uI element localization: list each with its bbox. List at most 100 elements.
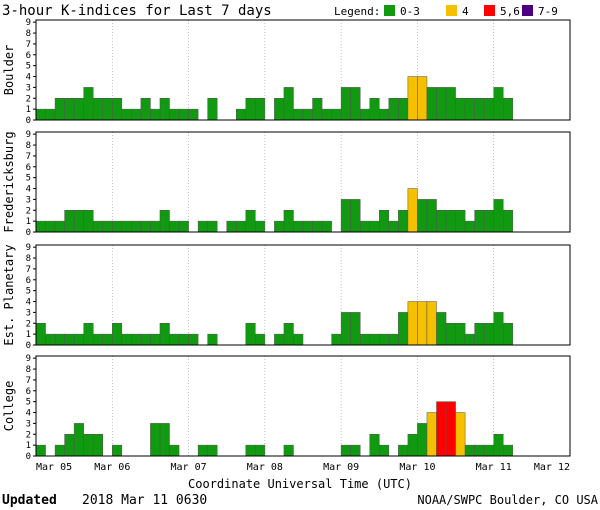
- k-index-bar: [150, 108, 161, 121]
- chart-title: 3-hour K-indices for Last 7 days: [2, 3, 272, 19]
- k-index-bar: [464, 220, 475, 233]
- y-tick-label: 1: [26, 217, 31, 227]
- x-axis: Mar 05 Mar 06 Mar 07 Mar 08 Mar 09 Mar 10 Mar …: [36, 462, 570, 473]
- k-index-bar: [388, 220, 399, 233]
- k-index-bar: [312, 220, 323, 233]
- k-index-bar: [140, 333, 151, 346]
- k-index-bar: [92, 98, 103, 121]
- k-index-bar: [150, 220, 161, 233]
- y-tick-label: 6: [26, 276, 31, 286]
- k-index-bar: [169, 220, 180, 233]
- k-index-bar: [426, 412, 437, 457]
- k-index-bar: [436, 312, 447, 346]
- y-tick-label: 3: [26, 419, 31, 429]
- k-index-bar: [283, 87, 294, 121]
- k-index-bar: [417, 301, 428, 346]
- k-index-bar: [503, 98, 514, 121]
- k-index-bar: [188, 333, 199, 346]
- k-index-bar: [236, 108, 247, 121]
- y-tick-label: 5: [26, 398, 31, 408]
- y-tick-label: 2: [26, 430, 31, 440]
- k-index-bar: [293, 220, 304, 233]
- k-index-bar: [73, 210, 84, 233]
- y-tick-label: 6: [26, 163, 31, 173]
- y-tick-label: 7: [26, 152, 31, 162]
- k-index-bar: [503, 444, 514, 457]
- k-index-bar: [464, 333, 475, 346]
- k-index-bar: [140, 98, 151, 121]
- k-index-bar: [102, 98, 113, 121]
- k-index-bar: [102, 220, 113, 233]
- k-index-bar: [64, 434, 75, 457]
- k-index-bar: [283, 323, 294, 346]
- k-index-bar: [169, 333, 180, 346]
- k-index-bar: [359, 220, 370, 233]
- k-index-bar: [445, 401, 456, 457]
- k-index-bar: [417, 423, 428, 457]
- k-index-bar: [92, 333, 103, 346]
- y-tick-label: 9: [26, 354, 31, 364]
- k-index-bar: [207, 98, 218, 121]
- y-tick-label: 4: [26, 409, 31, 419]
- k-index-bar: [45, 333, 56, 346]
- k-index-bar: [359, 333, 370, 346]
- k-index-bar: [321, 220, 332, 233]
- x-tick-label: Mar 08: [247, 462, 283, 473]
- k-index-bar: [302, 108, 313, 121]
- k-index-bar: [35, 220, 46, 233]
- y-tick-label: 4: [26, 73, 31, 83]
- k-index-bar: [426, 199, 437, 233]
- k-index-bar: [121, 333, 132, 346]
- x-tick-label: Mar 07: [171, 462, 207, 473]
- k-index-bar: [159, 98, 170, 121]
- k-index-bar: [35, 444, 46, 457]
- k-index-bar: [54, 220, 65, 233]
- k-index-bar: [45, 220, 56, 233]
- k-index-bar: [369, 98, 380, 121]
- k-index-bar: [379, 444, 390, 457]
- legend-entry: 4: [462, 5, 469, 18]
- source-credit: NOAA/SWPC Boulder, CO USA: [417, 493, 598, 507]
- y-tick-label: 9: [26, 130, 31, 140]
- k-index-bar: [417, 199, 428, 233]
- y-tick-label: 6: [26, 387, 31, 397]
- k-index-bar: [188, 108, 199, 121]
- k-index-bar: [369, 220, 380, 233]
- k-index-bar: [112, 323, 123, 346]
- k-index-bar: [274, 98, 285, 121]
- panel-frame: [35, 131, 571, 233]
- k-index-bar: [245, 323, 256, 346]
- k-index-bar: [35, 108, 46, 121]
- k-index-bar: [493, 199, 504, 233]
- k-index-bar: [455, 98, 466, 121]
- y-tick-label: 1: [26, 330, 31, 340]
- k-index-bar: [369, 333, 380, 346]
- k-index-bar: [350, 312, 361, 346]
- x-tick-label: Mar 10: [399, 462, 435, 473]
- panel-frame: [35, 355, 571, 457]
- k-index-bar: [207, 220, 218, 233]
- k-index-bar: [83, 210, 94, 233]
- k-index-bar: [112, 98, 123, 121]
- k-index-bar: [83, 87, 94, 121]
- k-index-bar: [407, 188, 418, 233]
- k-index-bar: [131, 333, 142, 346]
- panel-frame: [35, 19, 571, 121]
- y-tick-label: 2: [26, 319, 31, 329]
- k-index-bar: [236, 220, 247, 233]
- k-index-bar: [350, 199, 361, 233]
- k-index-bar: [474, 210, 485, 233]
- legend: Legend: 0-3 4 5,6 7-9: [334, 5, 558, 18]
- k-index-bar: [92, 434, 103, 457]
- panel-name: College: [2, 381, 16, 432]
- k-index-bar: [331, 108, 342, 121]
- k-index-bar: [73, 333, 84, 346]
- y-tick-label: 1: [26, 105, 31, 115]
- k-index-bar: [379, 210, 390, 233]
- k-index-bar: [121, 108, 132, 121]
- y-tick-label: 0: [26, 341, 31, 351]
- panel-name: Est. Planetary: [2, 244, 16, 345]
- k-index-bar: [92, 220, 103, 233]
- k-index-bar: [407, 301, 418, 346]
